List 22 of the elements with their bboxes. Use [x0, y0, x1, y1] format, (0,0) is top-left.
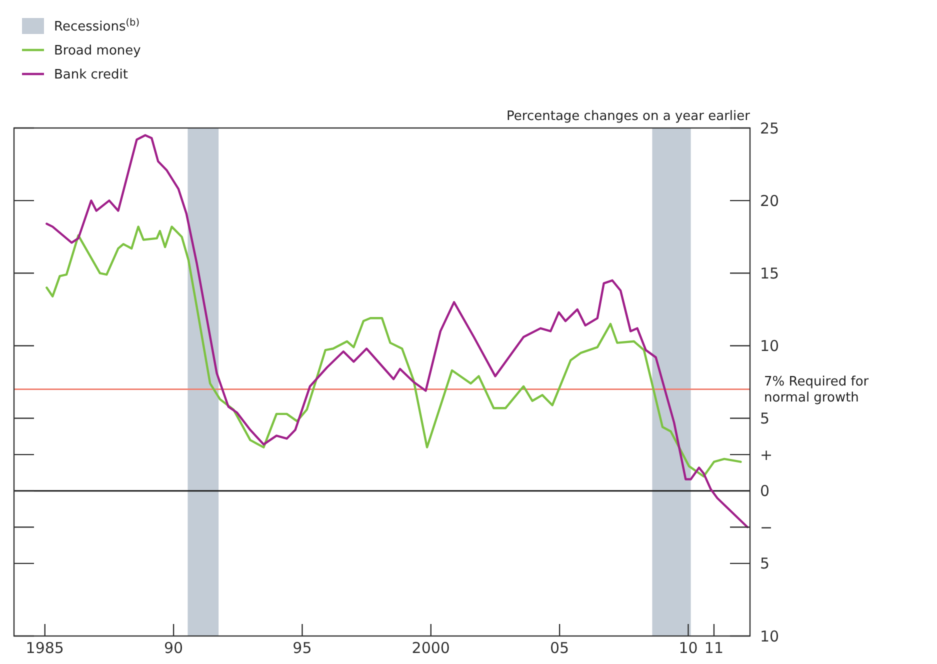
y-tick-label: 25 [760, 119, 780, 138]
x-tick-label: 95 [292, 639, 312, 657]
y-tick-label: 0 [760, 482, 770, 500]
x-tick-label: 90 [164, 639, 184, 657]
y-axis-title: Percentage changes on a year earlier [506, 109, 751, 124]
x-tick-label: 1985 [26, 639, 64, 657]
ref-line-label: 7% Required for normal growth [764, 374, 870, 406]
x-tick-label: 11 [704, 639, 724, 657]
y-tick-label: 5 [760, 554, 770, 573]
legend-label: Recessions$^{(b)}$ [54, 17, 140, 35]
y-tick-label: 10 [760, 627, 780, 646]
y-tick-label: 10 [760, 336, 780, 355]
y-tick-label: 20 [760, 192, 780, 210]
y-tick-label: 5 [760, 410, 770, 428]
x-tick-label: 10 [678, 639, 698, 657]
x-tick-label: 05 [550, 639, 570, 657]
y-tick-label: − [760, 518, 773, 536]
legend-label: Broad money [54, 44, 142, 59]
x-tick-label: 2000 [412, 639, 450, 657]
y-tick-label: + [760, 446, 773, 464]
legend-label: Bank credit [54, 68, 128, 83]
y-tick-label: 15 [760, 264, 780, 282]
